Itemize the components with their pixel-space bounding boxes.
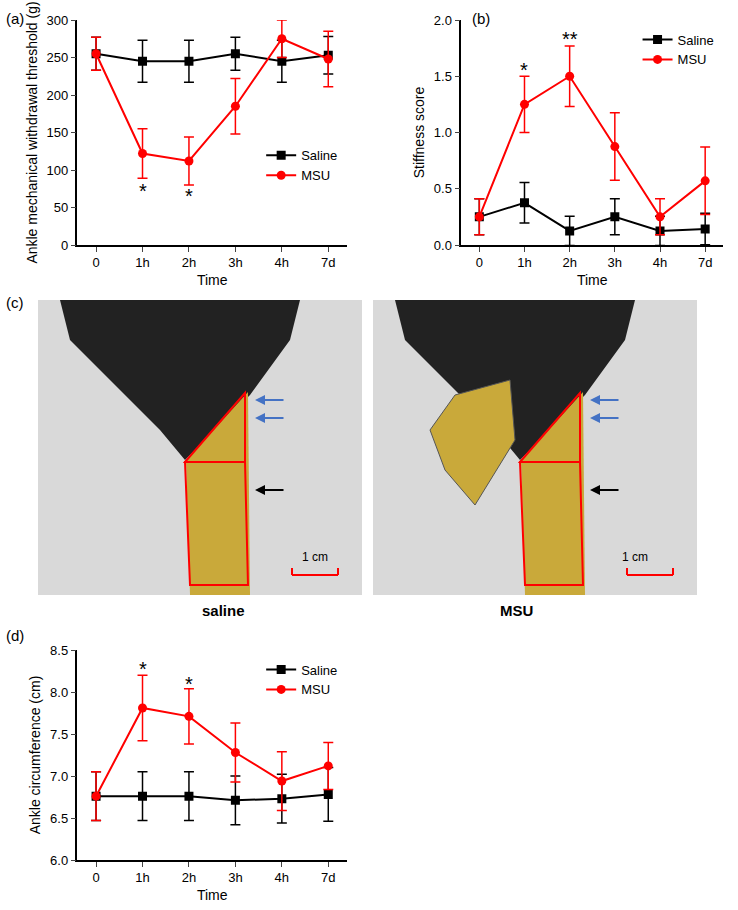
- svg-text:Time: Time: [197, 272, 228, 288]
- svg-text:6.0: 6.0: [50, 853, 68, 868]
- svg-text:1.5: 1.5: [434, 69, 452, 84]
- svg-text:2h: 2h: [182, 870, 196, 885]
- svg-text:2.0: 2.0: [434, 13, 452, 28]
- svg-text:*: *: [520, 59, 528, 81]
- svg-text:1h: 1h: [135, 255, 149, 270]
- svg-text:4h: 4h: [653, 255, 667, 270]
- svg-text:200: 200: [46, 88, 68, 103]
- svg-text:2h: 2h: [562, 255, 576, 270]
- svg-text:Stiffness score: Stiffness score: [411, 87, 427, 179]
- svg-text:4h: 4h: [275, 255, 289, 270]
- svg-text:0: 0: [92, 870, 99, 885]
- svg-text:(b): (b): [472, 10, 490, 27]
- svg-text:1 cm: 1 cm: [302, 550, 328, 564]
- svg-text:3h: 3h: [228, 255, 242, 270]
- svg-text:Ankle mechanical withdrawal th: Ankle mechanical withdrawal threshold (g…: [24, 1, 40, 263]
- svg-text:7.0: 7.0: [50, 769, 68, 784]
- svg-text:300: 300: [46, 13, 68, 28]
- svg-text:*: *: [139, 658, 147, 680]
- svg-text:50: 50: [54, 200, 68, 215]
- svg-text:MSU: MSU: [678, 52, 707, 67]
- svg-text:(c): (c): [6, 294, 24, 311]
- svg-text:250: 250: [46, 50, 68, 65]
- svg-text:0: 0: [476, 255, 483, 270]
- svg-text:0: 0: [92, 255, 99, 270]
- svg-text:100: 100: [46, 163, 68, 178]
- svg-text:1.0: 1.0: [434, 125, 452, 140]
- svg-text:MSU: MSU: [301, 168, 330, 183]
- svg-text:(a): (a): [6, 10, 24, 27]
- svg-text:Saline: Saline: [301, 148, 337, 163]
- svg-text:*: *: [185, 185, 193, 207]
- svg-text:MSU: MSU: [301, 682, 330, 697]
- svg-text:0.0: 0.0: [434, 238, 452, 253]
- svg-text:Saline: Saline: [301, 663, 337, 678]
- svg-text:7d: 7d: [698, 255, 712, 270]
- svg-text:1h: 1h: [517, 255, 531, 270]
- svg-text:3h: 3h: [608, 255, 622, 270]
- svg-text:MSU: MSU: [500, 602, 533, 619]
- svg-text:1h: 1h: [135, 870, 149, 885]
- svg-text:Saline: Saline: [678, 33, 714, 48]
- svg-text:0: 0: [61, 238, 68, 253]
- svg-text:(d): (d): [6, 627, 24, 644]
- svg-text:Time: Time: [197, 887, 228, 903]
- svg-text:0.5: 0.5: [434, 181, 452, 196]
- svg-text:8.0: 8.0: [50, 685, 68, 700]
- svg-text:*: *: [139, 180, 147, 202]
- svg-text:7.5: 7.5: [50, 727, 68, 742]
- svg-text:4h: 4h: [275, 870, 289, 885]
- svg-text:7d: 7d: [321, 870, 335, 885]
- svg-text:3h: 3h: [228, 870, 242, 885]
- svg-text:**: **: [562, 28, 578, 50]
- svg-text:150: 150: [46, 125, 68, 140]
- svg-text:8.5: 8.5: [50, 643, 68, 658]
- svg-text:Ankle circumference (cm): Ankle circumference (cm): [27, 676, 43, 835]
- svg-text:Time: Time: [577, 272, 608, 288]
- svg-text:1 cm: 1 cm: [622, 550, 648, 564]
- svg-text:6.5: 6.5: [50, 811, 68, 826]
- svg-text:saline: saline: [202, 602, 245, 619]
- svg-text:2h: 2h: [182, 255, 196, 270]
- svg-text:*: *: [185, 673, 193, 695]
- svg-text:7d: 7d: [321, 255, 335, 270]
